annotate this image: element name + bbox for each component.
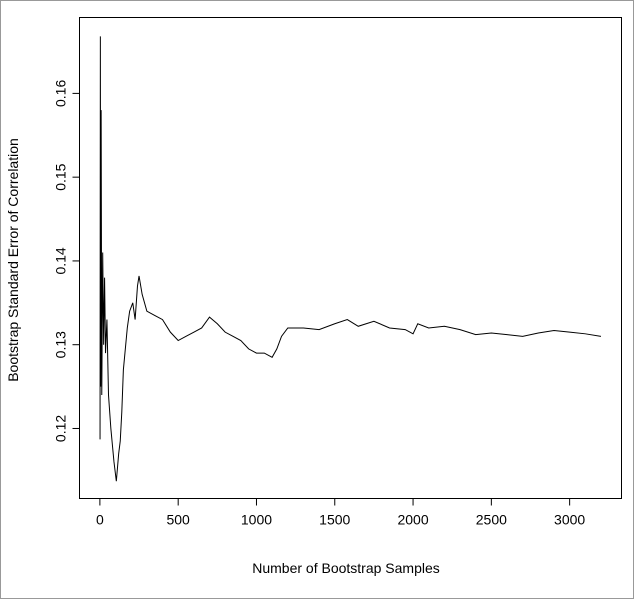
x-tick-label: 500: [166, 512, 190, 528]
y-tick-label: 0.15: [53, 163, 69, 190]
y-tick-label: 0.16: [53, 80, 69, 107]
y-tick-label: 0.14: [53, 247, 69, 274]
x-tick-label: 3000: [554, 512, 585, 528]
x-tick-label: 2500: [476, 512, 507, 528]
x-tick-label: 0: [96, 512, 104, 528]
x-tick-label: 2000: [397, 512, 428, 528]
y-tick-label: 0.12: [53, 415, 69, 442]
x-axis-label: Number of Bootstrap Samples: [252, 560, 440, 576]
x-tick-label: 1500: [319, 512, 350, 528]
data-line: [99, 36, 602, 482]
y-tick-label: 0.13: [53, 331, 69, 358]
y-axis-label: Bootstrap Standard Error of Correlation: [5, 138, 21, 382]
x-tick-label: 1000: [241, 512, 272, 528]
